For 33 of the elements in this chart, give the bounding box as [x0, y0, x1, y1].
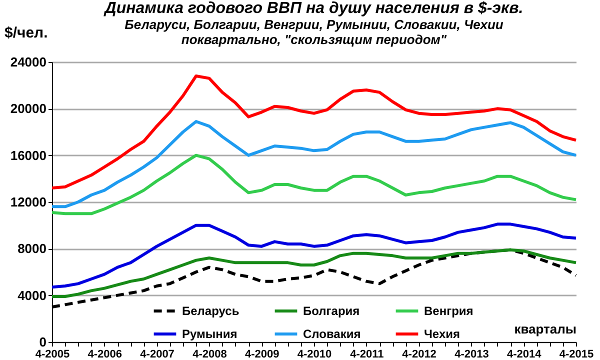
legend-label: Венгрия	[424, 304, 474, 318]
y-tick-label: 4000	[18, 288, 46, 303]
y-tick-label: 12000	[10, 194, 46, 210]
x-tick-label: 4-2009	[244, 348, 280, 360]
x-tick-label: 4-2012	[402, 348, 436, 360]
x-tick-label: 4-2014	[506, 348, 542, 360]
x-tick-label: 4-2011	[350, 348, 384, 360]
x-tick-label: 4-2007	[140, 348, 174, 360]
line-series	[50, 120, 578, 208]
x-axis-title: кварталы	[514, 322, 576, 336]
y-tick-label: 16000	[10, 148, 46, 163]
y-tick-label: 8000	[18, 241, 46, 256]
x-tick-label: 4-2013	[454, 348, 489, 360]
legend-label: Беларусь	[182, 304, 240, 318]
line-series	[50, 74, 578, 190]
x-tick-label: 4-2010	[297, 348, 332, 360]
line-series	[50, 222, 578, 289]
legend-label: Чехия	[424, 327, 460, 341]
line-series	[50, 154, 578, 216]
legend-label: Болгария	[303, 304, 360, 318]
y-axis-title: $/чел.	[4, 24, 48, 42]
chart-subtitle: Беларуси, Болгарии, Венгрии, Румынии, Словакии, Чехии поквартально, "скользящим периодом"	[124, 17, 504, 47]
x-tick-label: 4-2008	[192, 348, 227, 360]
x-tick-label: 4-2005	[35, 348, 70, 360]
x-tick-label: 4-2006	[88, 348, 122, 360]
y-tick-label: 0	[39, 334, 46, 350]
legend-label: Румыния	[182, 327, 238, 341]
line-series	[50, 248, 578, 298]
legend-label: Словакия	[303, 327, 361, 341]
chart-title: Динамика годового ВВП на душу населения в $-экв.	[102, 0, 524, 17]
y-tick-label: 20000	[10, 101, 46, 116]
x-tick-label: 4-2015	[559, 348, 594, 360]
y-tick-label: 24000	[10, 54, 46, 70]
